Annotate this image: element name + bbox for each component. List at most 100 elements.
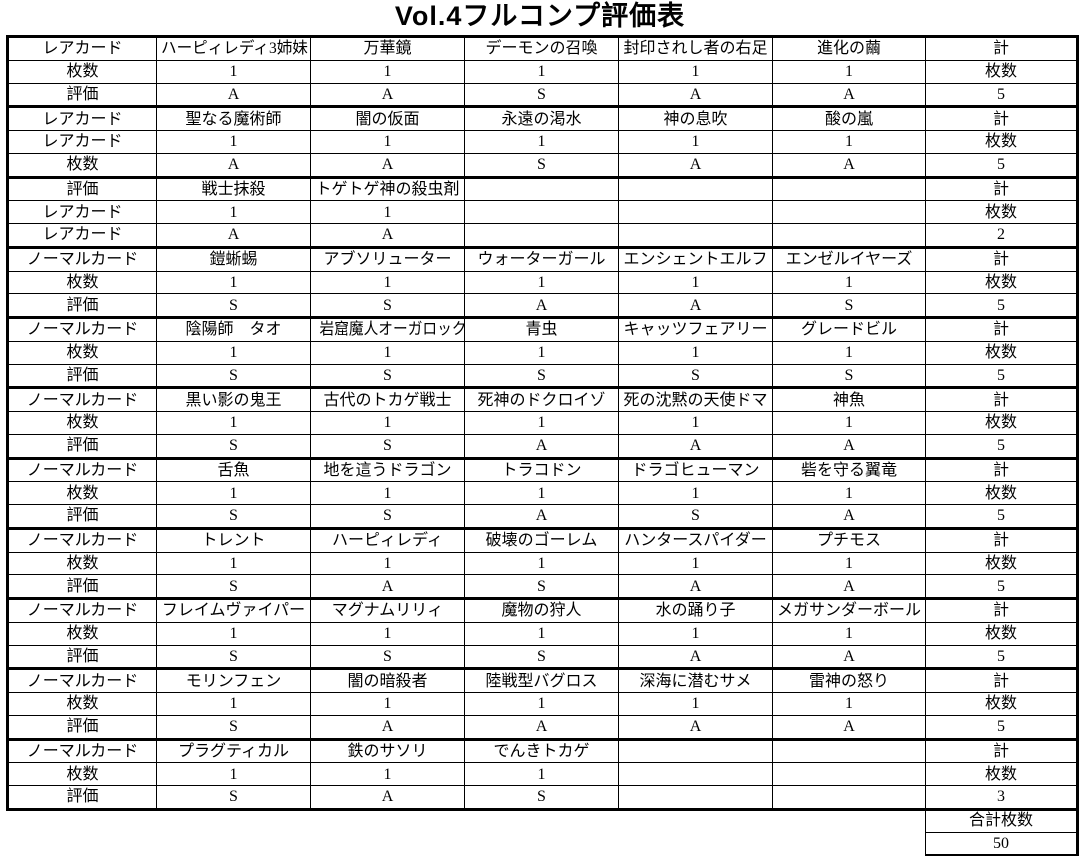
row-label-cell: ノーマルカード (6, 386, 157, 412)
total-value-cell: 5 (925, 504, 1079, 529)
card-name-cell: プチモス (772, 526, 926, 553)
card-name-cell: アブソリューター (310, 245, 465, 272)
total-count-label-cell: 枚数 (925, 551, 1079, 576)
count-cell: 1 (772, 621, 926, 646)
card-name-cell: 進化の繭 (772, 35, 926, 61)
card-name-cell: キャッツフェアリー (618, 316, 773, 342)
count-row: レアカード 1 1 1 1 1 枚数 (6, 130, 1079, 154)
row-label-cell: レアカード (6, 35, 157, 61)
count-row: 枚数 1 1 1 1 1 枚数 (6, 481, 1079, 505)
count-row: 枚数 1 1 1 1 1 枚数 (6, 59, 1079, 84)
row-label-cell-text: ノーマルカード (26, 602, 139, 620)
rating-cell (618, 223, 773, 248)
row-label-cell: 評価 (6, 785, 157, 811)
rating-cell: A (464, 433, 619, 459)
card-name-cell (772, 175, 926, 202)
rating-cell: A (618, 152, 773, 178)
card-name-cell-text: ドラゴヒューマン (631, 461, 760, 479)
grand-total-label-cell: 合計枚数 (925, 808, 1079, 834)
card-name-cell: 黒い影の鬼王 (156, 386, 311, 412)
row-label-cell-text: レアカード (42, 40, 123, 58)
count-cell: 1 (310, 481, 465, 505)
rating-cell: S (156, 293, 311, 318)
count-cell: 1 (618, 621, 773, 646)
card-name-cell: 陰陽師 タオ (156, 316, 311, 342)
rating-cell: A (772, 82, 926, 108)
rating-cell: A (310, 223, 465, 248)
card-name-cell-text: 古代のトカゲ戦士 (323, 391, 452, 409)
card-name-cell (464, 175, 619, 202)
rating-cell: S (310, 644, 465, 670)
total-count-label-cell: 枚数 (925, 200, 1079, 224)
rating-cell: A (310, 82, 465, 108)
rating-cell: S (310, 504, 465, 529)
footer-row: 合計枚数 (8, 808, 1079, 834)
group-header-row: ノーマルカード 陰陽師 タオ 岩窟魔人オーガロック 青虫 キャッツフェアリー グレードビル… (6, 316, 1079, 342)
count-cell: 1 (310, 340, 465, 365)
group-header-row: ノーマルカード 舌魚 地を這うドラゴン トラコドン ドラゴヒューマン 砦を守る翼竜 計 (6, 456, 1079, 483)
group-header-row: ノーマルカード プラグティカル 鉄のサソリ でんきトカゲ 計 (6, 737, 1079, 764)
total-value-cell: 5 (925, 293, 1079, 318)
row-label-cell-text: 評価 (66, 85, 99, 103)
rating-cell: S (618, 363, 773, 389)
row-label-cell: 枚数 (6, 762, 157, 786)
count-cell: 1 (772, 551, 926, 576)
row-label-cell-text: 枚数 (66, 344, 99, 362)
count-cell: 1 (156, 621, 311, 646)
rating-cell: S (156, 433, 311, 459)
count-cell: 1 (310, 762, 465, 786)
total-header-cell: 計 (925, 737, 1079, 764)
count-row: 枚数 1 1 1 1 1 枚数 (6, 551, 1079, 576)
rating-cell: A (310, 574, 465, 599)
rating-cell: S (156, 504, 311, 529)
total-count-label-cell: 枚数 (925, 130, 1079, 154)
rating-cell: A (156, 82, 311, 108)
card-name-cell: ハンタースパイダー (618, 526, 773, 553)
card-name-cell-text: 永遠の渇水 (501, 110, 582, 128)
rating-cell: S (464, 363, 619, 389)
card-name-cell: デーモンの召喚 (464, 35, 619, 61)
rating-row: 枚数 A A S A A 5 (6, 152, 1079, 178)
row-label-cell-text: ノーマルカード (26, 461, 139, 479)
row-label-cell: 枚数 (6, 621, 157, 646)
card-name-cell-text: グレードビル (800, 321, 897, 339)
count-cell: 1 (618, 270, 773, 295)
card-name-cell-text: 青虫 (525, 321, 558, 339)
count-cell (464, 200, 619, 224)
total-header-cell: 計 (925, 316, 1079, 342)
card-name-cell: 深海に潜むサメ (618, 667, 773, 693)
card-name-cell-text: 闇の暗殺者 (347, 672, 428, 690)
group-header-row: ノーマルカード モリンフェン 闇の暗殺者 陸戦型バグロス 深海に潜むサメ 雷神の怒り 計 (6, 667, 1079, 693)
row-label-cell: 枚数 (6, 692, 157, 716)
count-cell: 1 (772, 692, 926, 716)
row-label-cell: 評価 (6, 504, 157, 529)
total-value-cell: 2 (925, 223, 1079, 248)
card-name-cell-text: 鉄のサソリ (347, 742, 428, 760)
card-name-cell-text: トラコドン (501, 461, 582, 479)
card-name-cell: プラグティカル (156, 737, 311, 764)
total-value-cell: 3 (925, 785, 1079, 811)
row-label-cell-text: 枚数 (66, 63, 99, 81)
count-row: 枚数 1 1 1 1 1 枚数 (6, 270, 1079, 295)
card-name-cell-text: マグナムリリィ (331, 602, 444, 620)
row-label-cell-text: 評価 (66, 577, 99, 595)
count-cell: 1 (464, 481, 619, 505)
rating-row: 評価 S A S A A 5 (6, 574, 1079, 599)
count-cell (772, 762, 926, 786)
card-name-cell-text: 神の息吹 (663, 110, 728, 128)
rating-cell: A (618, 714, 773, 740)
count-cell: 1 (156, 340, 311, 365)
card-name-cell-text: 進化の繭 (816, 40, 881, 58)
row-label-cell: 評価 (6, 714, 157, 740)
group-header-row: ノーマルカード 鎧蜥蜴 アブソリューター ウォーターガール エンシェントエルフ エンゼルイ… (6, 245, 1079, 272)
rating-cell: A (772, 574, 926, 599)
row-label-cell: レアカード (6, 200, 157, 224)
card-name-cell: 鉄のサソリ (310, 737, 465, 764)
row-label-cell-text: ノーマルカード (26, 742, 139, 760)
card-name-cell: 聖なる魔術師 (156, 105, 311, 131)
rating-cell: S (464, 574, 619, 599)
rating-cell: S (772, 363, 926, 389)
row-label-cell-text: 枚数 (66, 273, 99, 291)
rating-cell: S (464, 152, 619, 178)
row-label-cell: 評価 (6, 175, 157, 202)
